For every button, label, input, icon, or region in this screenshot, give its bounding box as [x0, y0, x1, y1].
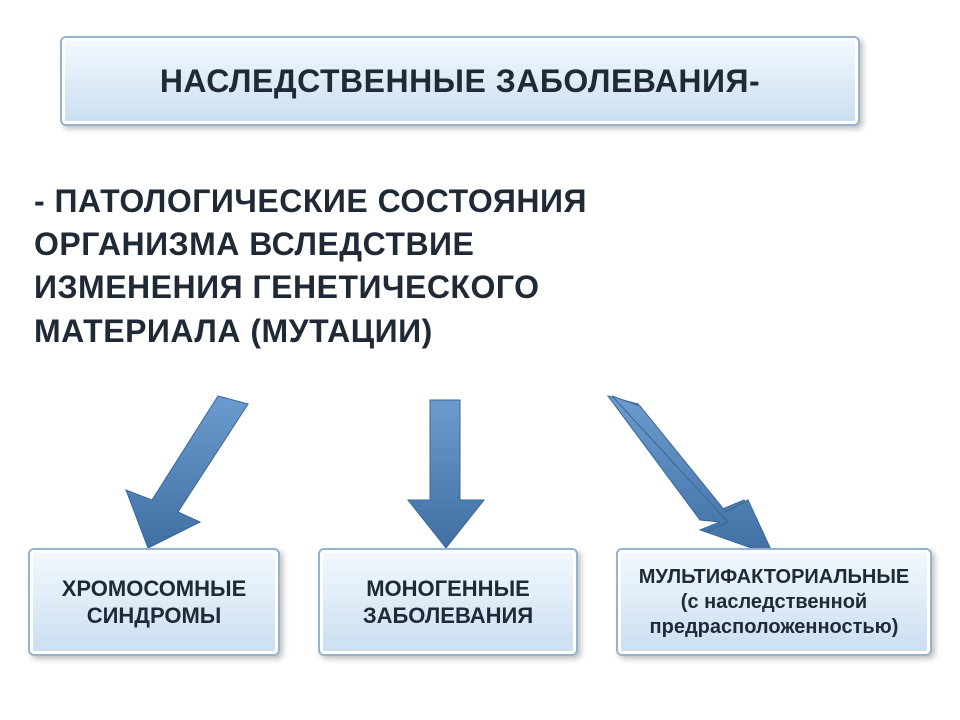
title-box: НАСЛЕДСТВЕННЫЕ ЗАБОЛЕВАНИЯ- [60, 36, 860, 126]
title-text: НАСЛЕДСТВЕННЫЕ ЗАБОЛЕВАНИЯ- [160, 62, 760, 100]
arrow-2 [408, 400, 484, 548]
category-3-line1: МУЛЬТИФАКТОРИАЛЬНЫЕ [639, 565, 910, 590]
category-1-line1: ХРОМОСОМНЫЕ [62, 575, 247, 603]
category-3-line3: предрасположенностью) [650, 615, 899, 640]
category-3-line2: (с наследственной [681, 590, 867, 615]
category-box-3: МУЛЬТИФАКТОРИАЛЬНЫЕ (с наследственной пр… [616, 548, 932, 656]
category-2-line2: ЗАБОЛЕВАНИЯ [363, 602, 533, 630]
description-text: - ПАТОЛОГИЧЕСКИЕ СОСТОЯНИЯ ОРГАНИЗМА ВСЛ… [34, 180, 587, 353]
category-1-line2: СИНДРОМЫ [87, 602, 222, 630]
category-box-1: ХРОМОСОМНЫЕ СИНДРОМЫ [28, 548, 280, 656]
arrow-3 [608, 396, 774, 556]
arrow-1 [126, 396, 248, 548]
category-box-2: МОНОГЕННЫЕ ЗАБОЛЕВАНИЯ [318, 548, 578, 656]
category-2-line1: МОНОГЕННЫЕ [366, 575, 530, 603]
